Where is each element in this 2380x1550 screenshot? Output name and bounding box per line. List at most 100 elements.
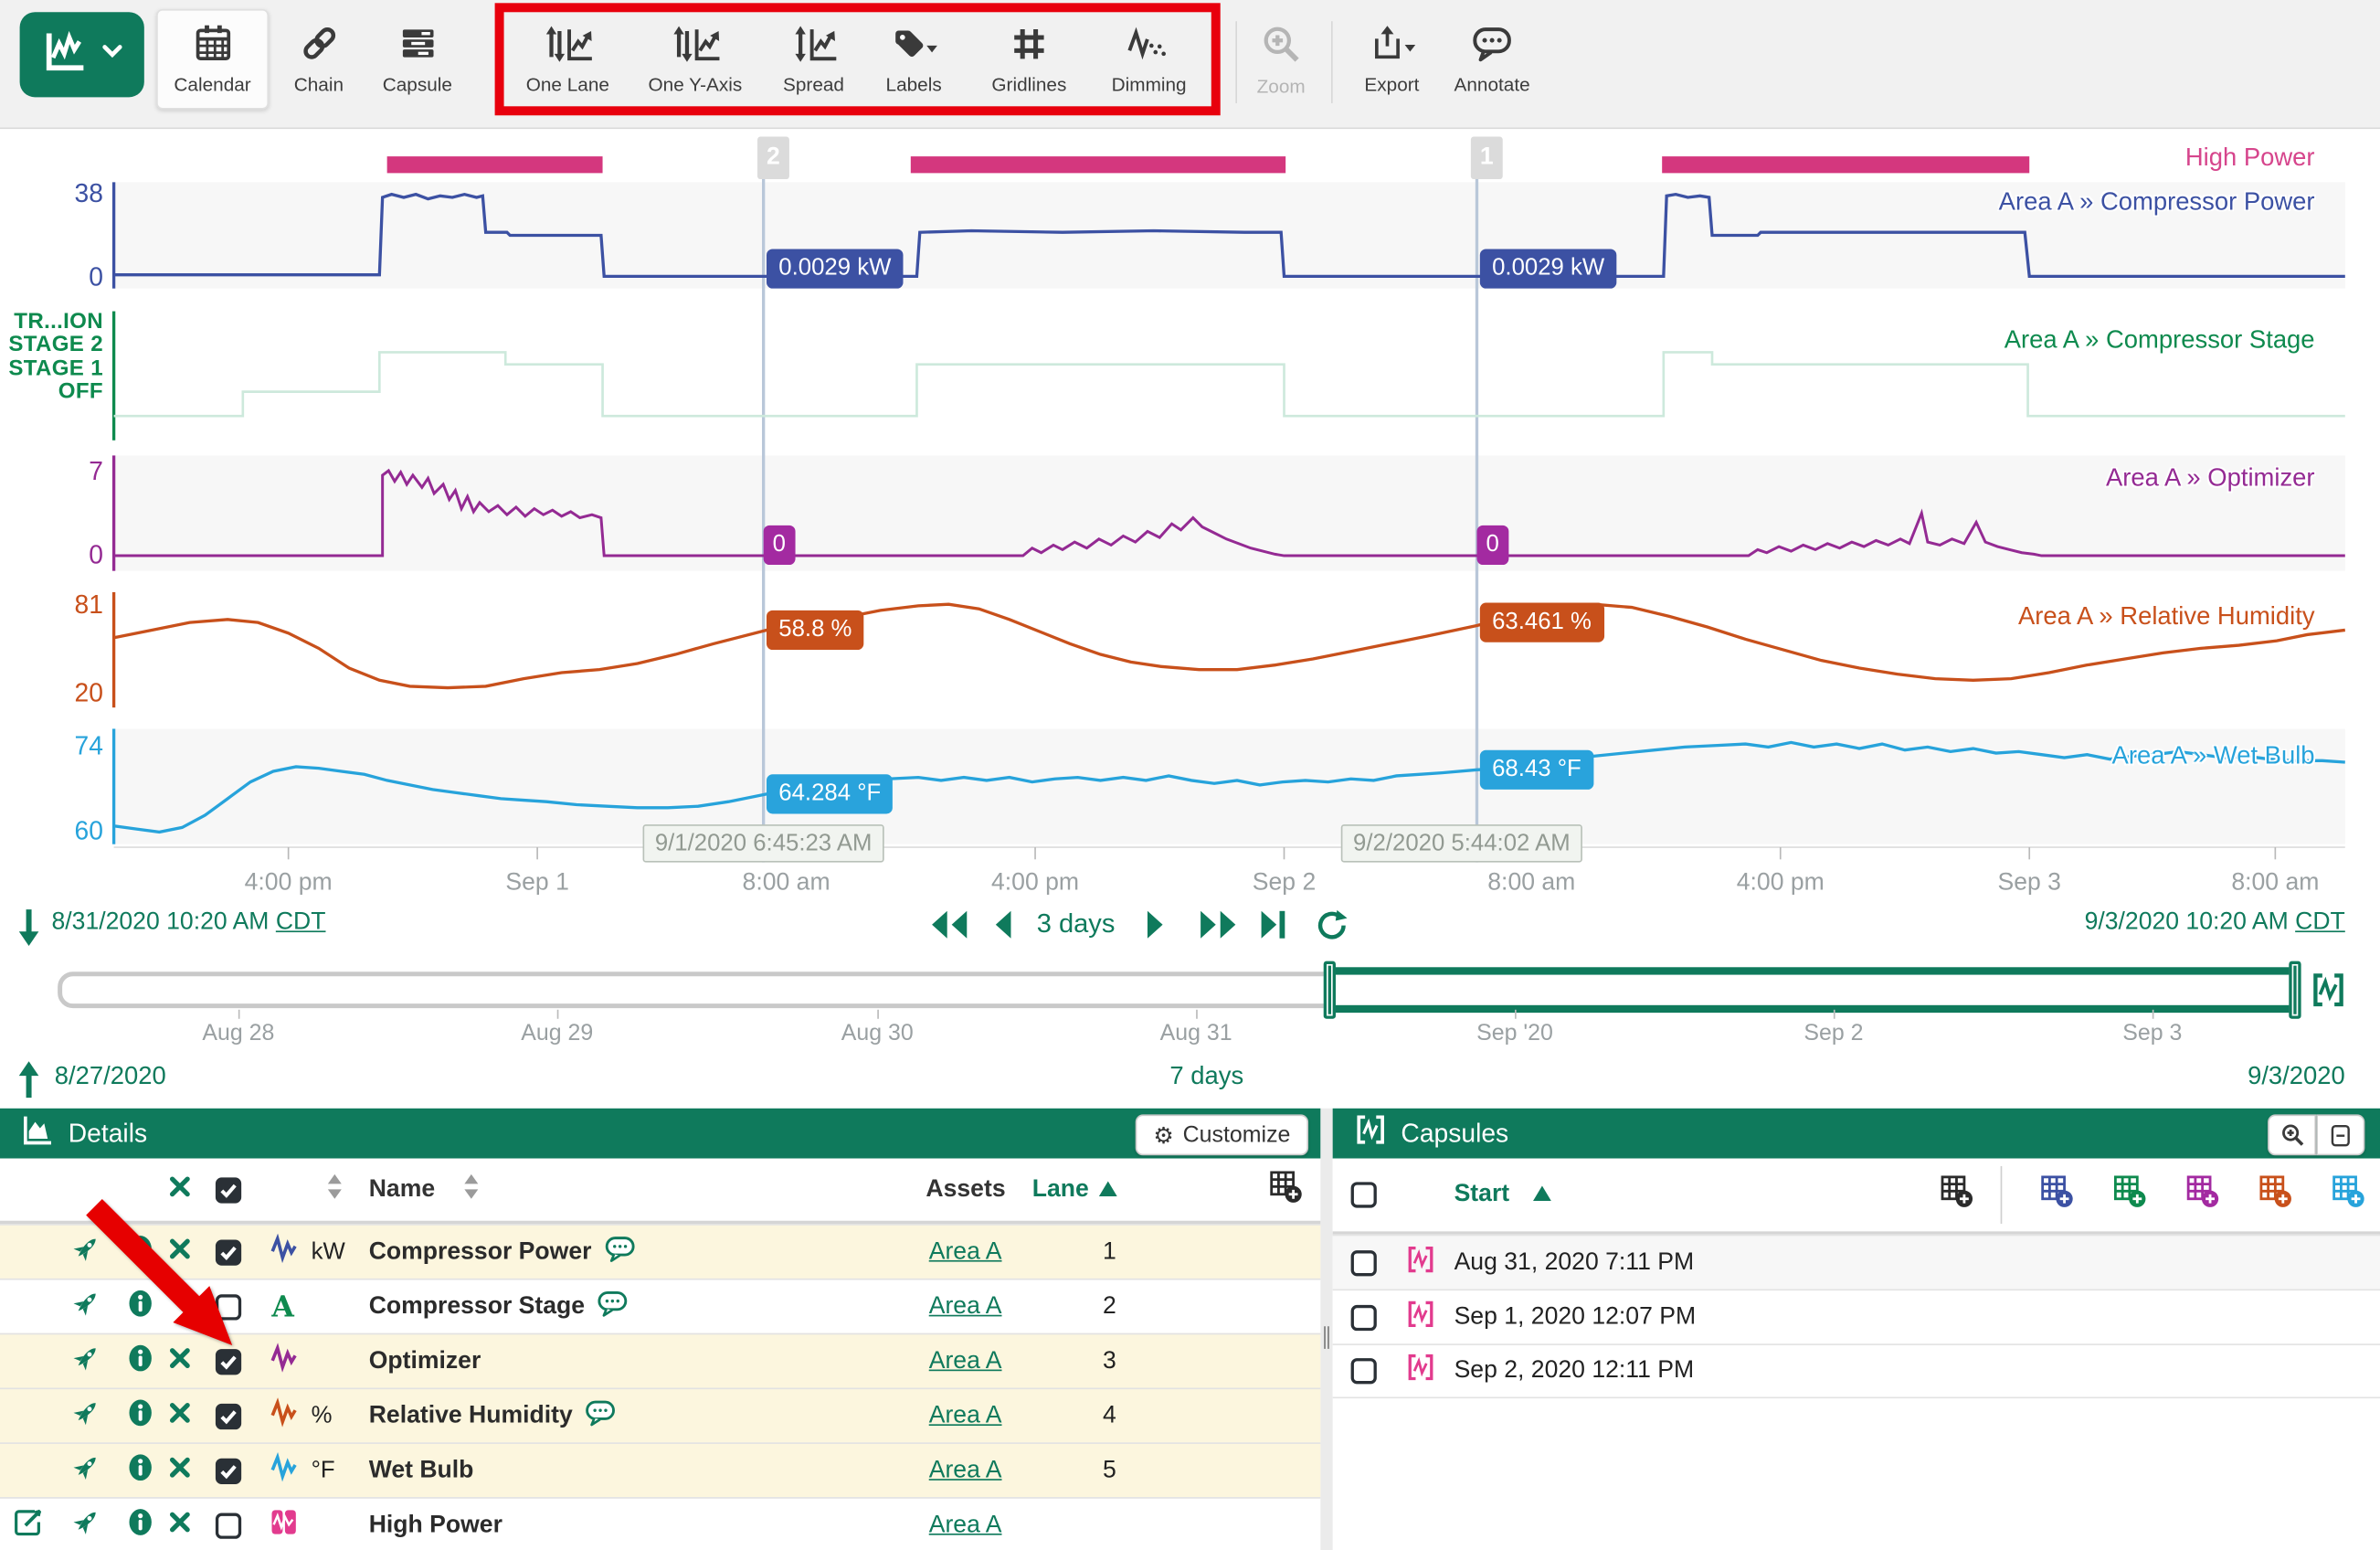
column-assets[interactable]: Assets bbox=[926, 1175, 1006, 1202]
select-all-capsules-checkbox[interactable] bbox=[1350, 1182, 1377, 1208]
capsule-checkbox[interactable] bbox=[1350, 1304, 1377, 1331]
sort-asc-icon[interactable] bbox=[1532, 1182, 1551, 1209]
select-all-checkbox[interactable] bbox=[215, 1176, 242, 1203]
series-label-high-power[interactable]: High Power bbox=[2184, 143, 2315, 172]
item-name[interactable]: Wet Bulb bbox=[369, 1457, 474, 1484]
customize-button[interactable]: ⚙ Customize bbox=[1135, 1114, 1309, 1156]
trend-chart[interactable]: 38 0 TR...ION STAGE 2 STAGE 1 OFF 7 0 81… bbox=[0, 129, 2380, 904]
investigate-range-start[interactable]: 8/27/2020 bbox=[54, 1062, 166, 1090]
capsules-collapse-button[interactable] bbox=[2316, 1114, 2365, 1156]
asset-link[interactable]: Area A bbox=[928, 1402, 1002, 1428]
lane-1-y-axis[interactable] bbox=[111, 182, 116, 289]
details-row[interactable]: A Compressor Stage Area A 2 bbox=[0, 1278, 1321, 1333]
calendar-button[interactable]: Calendar bbox=[156, 8, 270, 110]
chain-button[interactable]: Chain bbox=[278, 9, 360, 110]
cursor-1-badge[interactable]: 1 bbox=[1470, 136, 1503, 180]
capsule-row[interactable]: Sep 2, 2020 12:11 PM bbox=[1332, 1343, 2380, 1399]
step-forward-full-button[interactable] bbox=[1196, 907, 1239, 950]
step-back-half-button[interactable] bbox=[989, 907, 1017, 950]
display-range-end-tz[interactable]: CDT bbox=[2295, 909, 2345, 936]
rocket-icon[interactable] bbox=[69, 1450, 101, 1490]
compressor-stage-signal[interactable] bbox=[113, 351, 2345, 418]
info-icon[interactable] bbox=[126, 1450, 155, 1490]
auto-update-button[interactable] bbox=[1315, 908, 1349, 950]
row-checkbox[interactable] bbox=[215, 1238, 242, 1265]
range-start-down-arrow-icon[interactable] bbox=[16, 907, 43, 955]
overview-right-handle[interactable] bbox=[2289, 961, 2301, 1019]
rocket-icon[interactable] bbox=[69, 1396, 101, 1436]
high-power-capsule-bar[interactable] bbox=[386, 156, 603, 174]
remove-icon[interactable] bbox=[168, 1510, 191, 1540]
asset-link[interactable]: Area A bbox=[928, 1237, 1002, 1265]
gridlines-button[interactable]: Gridlines bbox=[984, 9, 1075, 110]
annotation-bubble-icon[interactable] bbox=[604, 1234, 636, 1270]
add-stat-column-compressor-power-icon[interactable] bbox=[2040, 1174, 2074, 1216]
details-row[interactable]: High Power Area A bbox=[0, 1497, 1321, 1550]
step-forward-half-button[interactable] bbox=[1141, 907, 1169, 950]
info-icon[interactable] bbox=[126, 1505, 155, 1545]
capsule-checkbox[interactable] bbox=[1350, 1358, 1377, 1385]
item-name[interactable]: Optimizer bbox=[369, 1347, 481, 1375]
relative-humidity-signal[interactable] bbox=[113, 602, 2345, 690]
column-lane[interactable]: Lane bbox=[1031, 1175, 1089, 1202]
lane-3-y-axis[interactable] bbox=[111, 455, 116, 571]
info-icon[interactable] bbox=[126, 1396, 155, 1436]
panel-splitter[interactable] bbox=[1320, 1108, 1333, 1550]
add-column-icon[interactable] bbox=[1940, 1174, 1973, 1216]
labels-button[interactable]: Labels bbox=[874, 9, 953, 110]
dimming-button[interactable]: Dimming bbox=[1102, 9, 1196, 110]
asset-link[interactable]: Area A bbox=[928, 1511, 1002, 1538]
compressor-power-signal[interactable] bbox=[113, 192, 2345, 279]
edit-condition-icon[interactable] bbox=[12, 1505, 44, 1545]
rocket-icon[interactable] bbox=[69, 1342, 101, 1381]
info-icon[interactable] bbox=[126, 1342, 155, 1381]
annotation-bubble-icon[interactable] bbox=[597, 1289, 629, 1325]
lane-2-y-axis[interactable] bbox=[111, 311, 116, 441]
display-range-start[interactable]: 8/31/2020 10:20 AM CDT bbox=[51, 909, 325, 937]
add-stat-column-relative-humidity-icon[interactable] bbox=[2258, 1174, 2292, 1216]
series-label-compressor-stage[interactable]: Area A » Compressor Stage bbox=[2004, 326, 2315, 355]
sort-asc-icon[interactable] bbox=[1098, 1176, 1117, 1204]
asset-link[interactable]: Area A bbox=[928, 1347, 1002, 1374]
annotate-button[interactable]: Annotate bbox=[1442, 9, 1542, 110]
cursor-2-badge[interactable]: 2 bbox=[757, 136, 789, 180]
item-name[interactable]: Relative Humidity bbox=[369, 1397, 617, 1434]
item-name[interactable]: High Power bbox=[369, 1512, 502, 1539]
add-column-icon[interactable] bbox=[1269, 1169, 1303, 1210]
capsule-row[interactable]: Aug 31, 2020 7:11 PM bbox=[1332, 1234, 2380, 1290]
add-stat-column-compressor-stage-icon[interactable] bbox=[2113, 1174, 2147, 1216]
spread-button[interactable]: Spread bbox=[771, 9, 856, 110]
add-stat-column-optimizer-icon[interactable] bbox=[2185, 1174, 2219, 1216]
capsule-row[interactable]: Sep 1, 2020 12:07 PM bbox=[1332, 1289, 2380, 1344]
row-checkbox[interactable] bbox=[215, 1403, 242, 1429]
row-checkbox[interactable] bbox=[215, 1512, 242, 1538]
rocket-icon[interactable] bbox=[69, 1232, 101, 1271]
series-label-relative-humidity[interactable]: Area A » Relative Humidity bbox=[2018, 602, 2315, 631]
add-stat-column-wet-bulb-icon[interactable] bbox=[2332, 1174, 2365, 1216]
optimizer-signal[interactable] bbox=[113, 468, 2345, 557]
step-to-end-button[interactable] bbox=[1257, 907, 1291, 950]
display-range-end[interactable]: 9/3/2020 10:20 AM CDT bbox=[2085, 909, 2345, 937]
sort-icon[interactable] bbox=[463, 1173, 480, 1207]
capsule-button[interactable]: Capsule bbox=[369, 9, 466, 110]
item-name[interactable]: Compressor Power bbox=[369, 1234, 636, 1270]
investigate-duration[interactable]: 7 days bbox=[1169, 1062, 1244, 1090]
remove-icon[interactable] bbox=[168, 1455, 191, 1485]
column-name[interactable]: Name bbox=[368, 1175, 436, 1202]
sort-icon[interactable] bbox=[326, 1173, 343, 1207]
asset-link[interactable]: Area A bbox=[928, 1292, 1002, 1319]
zoom-button[interactable]: Zoom bbox=[1244, 9, 1317, 110]
info-icon[interactable] bbox=[126, 1287, 155, 1326]
lane-4-y-axis[interactable] bbox=[111, 591, 116, 708]
asset-link[interactable]: Area A bbox=[928, 1457, 1002, 1483]
item-name[interactable]: Compressor Stage bbox=[369, 1289, 629, 1325]
investigate-range-end[interactable]: 9/3/2020 bbox=[2248, 1062, 2345, 1090]
series-label-wet-bulb[interactable]: Area A » Wet Bulb bbox=[2111, 742, 2315, 770]
details-row[interactable]: Optimizer Area A 3 bbox=[0, 1332, 1321, 1388]
capsule-checkbox[interactable] bbox=[1350, 1249, 1377, 1276]
annotation-bubble-icon[interactable] bbox=[585, 1397, 617, 1434]
row-checkbox[interactable] bbox=[215, 1348, 242, 1375]
remove-icon[interactable] bbox=[168, 1401, 191, 1431]
export-button[interactable]: Export bbox=[1351, 9, 1433, 110]
series-label-compressor-power[interactable]: Area A » Compressor Power bbox=[1998, 188, 2315, 216]
